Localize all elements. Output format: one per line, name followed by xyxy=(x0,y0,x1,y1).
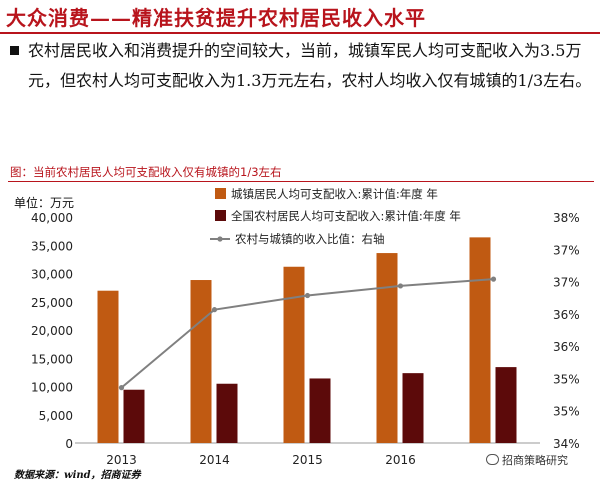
watermark: 招商策略研究 xyxy=(486,452,568,468)
y-tick-label: 0 xyxy=(65,437,73,451)
legend-label-rural: 全国农村居民人均可支配收入:累计值:年度 年 xyxy=(231,209,461,223)
y2-tick-label: 38% xyxy=(553,211,580,225)
x-tick-label: 2013 xyxy=(106,453,137,467)
figure-caption: 图：当前农村居民人均可支配收入仅有城镇的1/3左右 xyxy=(10,165,282,179)
y-tick-label: 10,000 xyxy=(31,381,73,395)
wechat-icon xyxy=(486,454,499,465)
y2-tick-label: 36% xyxy=(553,308,580,322)
y2-tick-label: 36% xyxy=(553,340,580,354)
legend-marker-ratio xyxy=(217,236,223,242)
legend-swatch-urban xyxy=(215,188,226,199)
x-tick-label: 2016 xyxy=(385,453,416,467)
bar-urban-income xyxy=(469,237,491,443)
figure-divider xyxy=(8,181,594,182)
bar-rural-income xyxy=(495,367,517,443)
ratio-point xyxy=(211,307,218,313)
x-tick-label: 2014 xyxy=(199,453,230,467)
ratio-point xyxy=(118,385,125,391)
legend-label-ratio: 农村与城镇的收入比值：右轴 xyxy=(235,232,385,246)
y2-tick-label: 35% xyxy=(553,372,580,386)
y-tick-label: 30,000 xyxy=(31,268,73,282)
legend-label-urban: 城镇居民人均可支配收入:累计值:年度 年 xyxy=(231,187,438,201)
y2-tick-label: 37% xyxy=(553,243,580,257)
bar-urban-income xyxy=(97,290,119,443)
page-title: 大众消费——精准扶贫提升农村居民收入水平 xyxy=(6,6,426,30)
y-tick-label: 35,000 xyxy=(31,239,73,253)
bar-urban-income xyxy=(283,266,305,443)
y2-tick-label: 37% xyxy=(553,276,580,290)
y-tick-label: 40,000 xyxy=(31,211,73,225)
ratio-point xyxy=(304,292,311,299)
bar-urban-income xyxy=(376,253,398,443)
source-note: 数据来源：wind，招商证券 xyxy=(14,470,141,481)
bar-rural-income xyxy=(309,378,331,443)
y2-tick-label: 34% xyxy=(553,437,580,451)
title-divider xyxy=(0,32,600,34)
y-tick-label: 20,000 xyxy=(31,324,73,338)
bar-rural-income xyxy=(216,383,238,443)
bar-rural-income xyxy=(402,373,424,443)
bar-rural-income xyxy=(123,389,145,443)
legend-swatch-rural xyxy=(215,210,226,221)
y-tick-label: 15,000 xyxy=(31,352,73,366)
x-tick-label: 2015 xyxy=(292,453,323,467)
bar-urban-income xyxy=(190,280,212,443)
ratio-point xyxy=(397,283,404,289)
bullet-square-icon xyxy=(10,46,19,55)
y2-tick-label: 35% xyxy=(553,405,580,419)
bullet-text: 农村居民收入和消费提升的空间较大，当前，城镇军民人均可支配收入为3.5万元，但农… xyxy=(28,41,592,90)
y-tick-label: 25,000 xyxy=(31,296,73,310)
y-unit-label: 单位：万元 xyxy=(14,195,74,210)
y-tick-label: 5,000 xyxy=(39,409,73,423)
ratio-point xyxy=(490,276,497,282)
watermark-text: 招商策略研究 xyxy=(502,454,568,467)
